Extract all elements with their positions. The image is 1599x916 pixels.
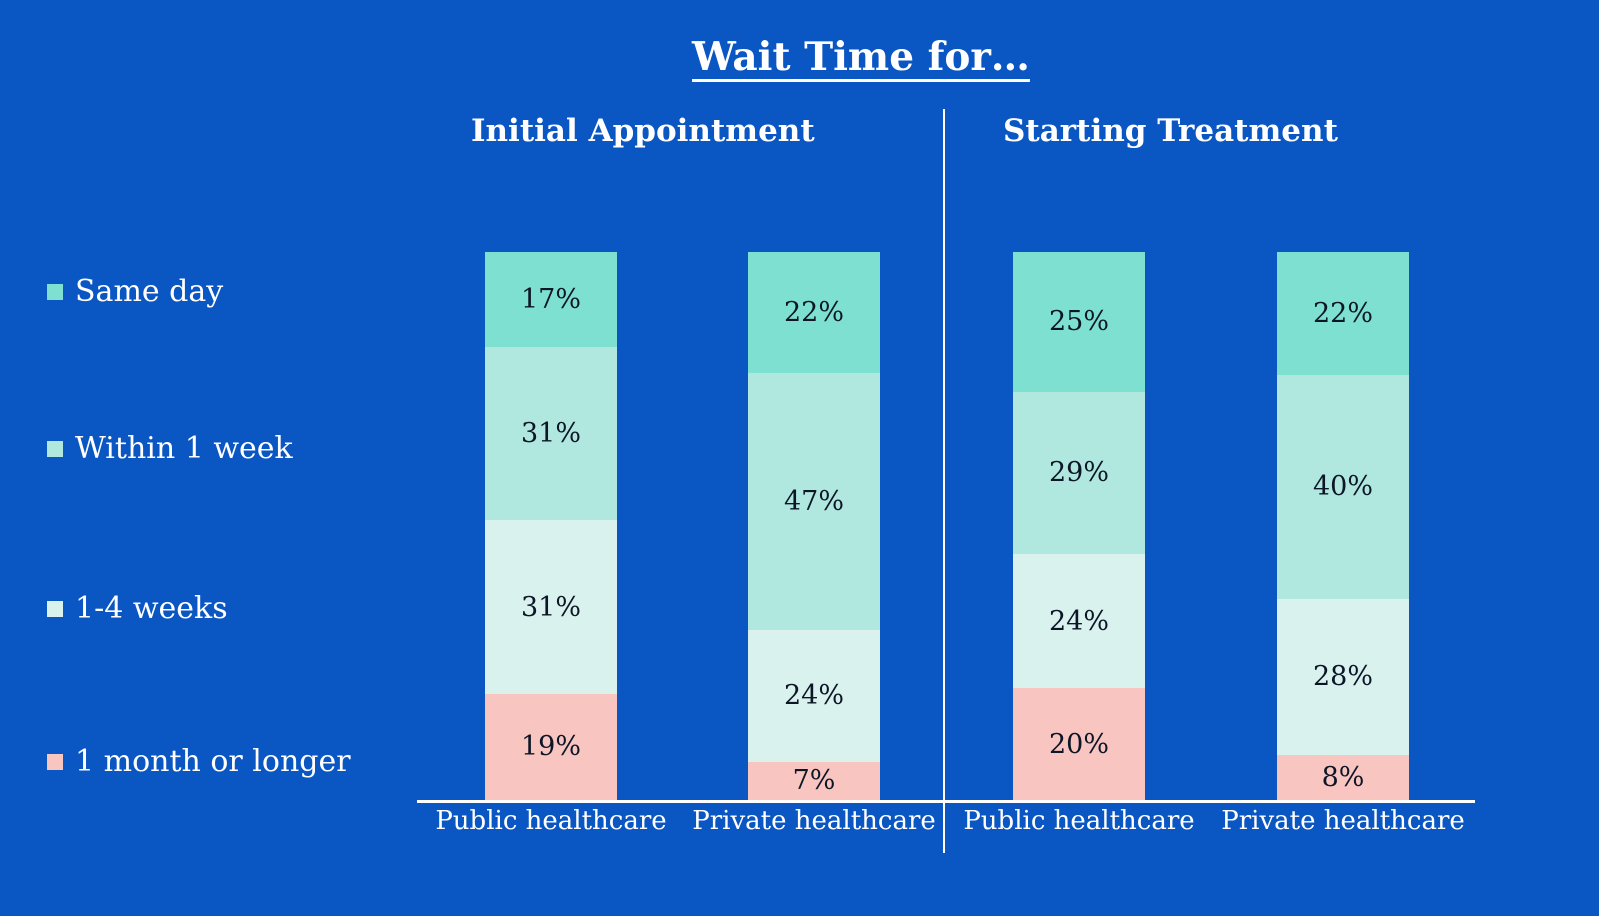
segment-1-4-weeks: 28%	[1277, 598, 1409, 756]
category-label-initial-private: Private healthcare	[692, 806, 936, 836]
segment-value-label: 22%	[1312, 298, 1373, 329]
segment-within-1-week: 31%	[485, 347, 617, 521]
segment-value-label: 47%	[783, 485, 844, 517]
legend-label: Within 1 week	[75, 431, 293, 466]
segment-value-label: 31%	[520, 418, 581, 450]
panel-divider-line	[943, 109, 945, 853]
segment-value-label: 17%	[520, 284, 581, 316]
segment-value-label: 20%	[1048, 728, 1109, 760]
stacked-bar-treatment-public: 25% 29% 24% 20%	[1013, 252, 1145, 800]
legend-swatch-1-month-or-longer	[47, 753, 63, 770]
segment-within-1-week: 40%	[1277, 375, 1409, 599]
segment-same-day: 17%	[485, 252, 617, 348]
panel-header-starting-treatment: Starting Treatment	[1003, 113, 1338, 149]
legend-swatch-same-day	[47, 283, 63, 300]
legend-item-1-month-or-longer: 1 month or longer	[47, 744, 351, 779]
chart-title: Wait Time for…	[692, 34, 1030, 80]
stacked-bar-treatment-private: 22% 40% 28% 8%	[1277, 252, 1409, 800]
x-axis-line	[417, 800, 1475, 803]
category-label-initial-public: Public healthcare	[435, 806, 667, 836]
legend-swatch-1-4-weeks	[47, 600, 63, 617]
category-label-treatment-public: Public healthcare	[963, 806, 1195, 836]
segment-value-label: 24%	[1048, 605, 1109, 637]
segment-same-day: 22%	[1277, 252, 1409, 376]
segment-value-label: 19%	[520, 731, 581, 763]
segment-within-1-week: 29%	[1013, 391, 1145, 554]
category-label-treatment-private: Private healthcare	[1221, 806, 1465, 836]
legend-label: 1-4 weeks	[75, 591, 228, 626]
segment-1-4-weeks: 24%	[1013, 553, 1145, 689]
segment-value-label: 24%	[783, 680, 844, 712]
segment-1-month-or-longer: 8%	[1277, 755, 1409, 800]
segment-same-day: 25%	[1013, 252, 1145, 392]
legend-item-within-1-week: Within 1 week	[47, 431, 293, 466]
segment-1-month-or-longer: 7%	[748, 761, 880, 800]
panel-header-initial-appointment: Initial Appointment	[471, 113, 815, 149]
segment-value-label: 7%	[792, 765, 836, 797]
legend-label: 1 month or longer	[75, 744, 351, 779]
segment-1-4-weeks: 31%	[485, 520, 617, 694]
segment-value-label: 31%	[520, 591, 581, 623]
segment-same-day: 22%	[748, 252, 880, 373]
segment-value-label: 25%	[1048, 306, 1109, 338]
legend-swatch-within-1-week	[47, 440, 63, 457]
segment-1-month-or-longer: 20%	[1013, 688, 1145, 800]
stacked-bar-initial-public: 17% 31% 31% 19%	[485, 252, 617, 800]
legend-item-same-day: Same day	[47, 274, 223, 309]
segment-within-1-week: 47%	[748, 372, 880, 631]
segment-value-label: 29%	[1048, 457, 1109, 489]
segment-value-label: 40%	[1312, 471, 1373, 503]
legend-item-1-4-weeks: 1-4 weeks	[47, 591, 228, 626]
segment-value-label: 8%	[1321, 762, 1365, 794]
segment-value-label: 22%	[783, 296, 844, 328]
legend-label: Same day	[75, 274, 224, 309]
segment-value-label: 28%	[1312, 661, 1373, 693]
stacked-bar-initial-private: 22% 47% 24% 7%	[748, 252, 880, 800]
segment-1-4-weeks: 24%	[748, 630, 880, 762]
segment-1-month-or-longer: 19%	[485, 693, 617, 800]
